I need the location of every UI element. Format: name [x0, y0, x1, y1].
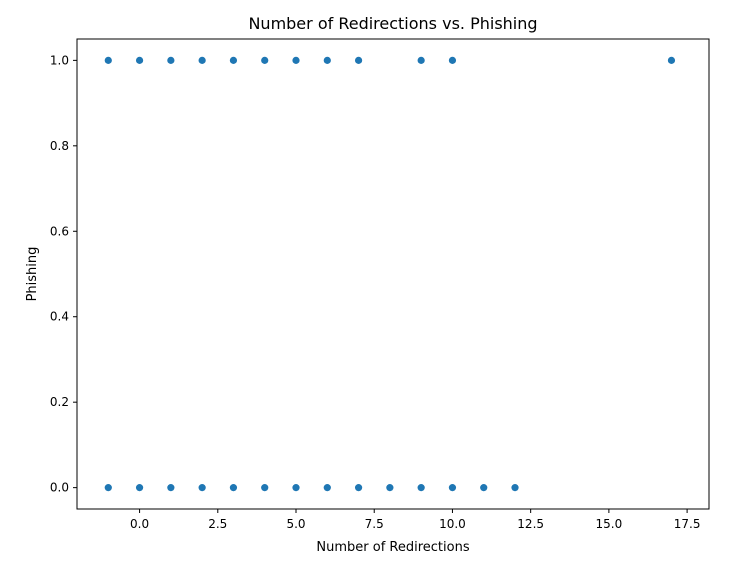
scatter-point: [511, 484, 519, 492]
x-tick-label: 17.5: [674, 517, 701, 531]
x-tick-label: 0.0: [130, 517, 149, 531]
scatter-point: [667, 56, 676, 64]
scatter-point: [354, 56, 363, 64]
chart-title: Number of Redirections vs. Phishing: [248, 14, 537, 33]
scatter-point: [292, 56, 300, 64]
y-tick-label: 0.2: [50, 395, 69, 409]
scatter-point: [323, 56, 331, 64]
y-tick-label: 0.8: [50, 139, 69, 153]
x-tick-label: 10.0: [439, 517, 466, 531]
x-tick-label: 5.0: [286, 517, 305, 531]
scatter-point: [354, 484, 363, 492]
scatter-point: [448, 56, 457, 64]
axis-ticks: 0.0 2.5 5.0 7.5 10.0 12.5 15.0 17.5 0.0 0.2 0.4 0.6…: [50, 53, 701, 531]
scatter-point: [229, 56, 238, 64]
scatter-point: [292, 484, 300, 492]
scatter-point: [198, 484, 206, 492]
scatter-point: [261, 484, 269, 492]
scatter-point: [135, 484, 144, 492]
x-tick-label: 15.0: [596, 517, 623, 531]
scatter-point: [104, 56, 112, 64]
plot-frame: [76, 38, 710, 510]
scatter-point: [417, 484, 425, 492]
scatter-point: [448, 484, 457, 492]
scatter-point: [480, 484, 488, 492]
y-tick-label: 0.6: [50, 224, 69, 238]
y-tick-label: 0.0: [50, 481, 69, 495]
y-axis-label: Phishing: [25, 247, 40, 302]
scatter-point: [167, 56, 175, 64]
data-points: [104, 56, 676, 492]
scatter-point: [417, 56, 425, 64]
y-tick-label: 1.0: [50, 53, 69, 67]
scatter-point: [167, 484, 175, 492]
scatter-point: [386, 484, 394, 492]
scatter-point: [261, 56, 269, 64]
y-tick-label: 0.4: [50, 310, 69, 324]
scatter-point: [229, 484, 238, 492]
x-tick-label: 12.5: [517, 517, 544, 531]
scatter-point: [135, 56, 144, 64]
scatter-point: [323, 484, 331, 492]
x-tick-label: 2.5: [208, 517, 227, 531]
scatter-point: [104, 484, 112, 492]
x-tick-label: 7.5: [365, 517, 384, 531]
scatter-point: [198, 56, 206, 64]
x-axis-label: Number of Redirections: [316, 540, 469, 555]
